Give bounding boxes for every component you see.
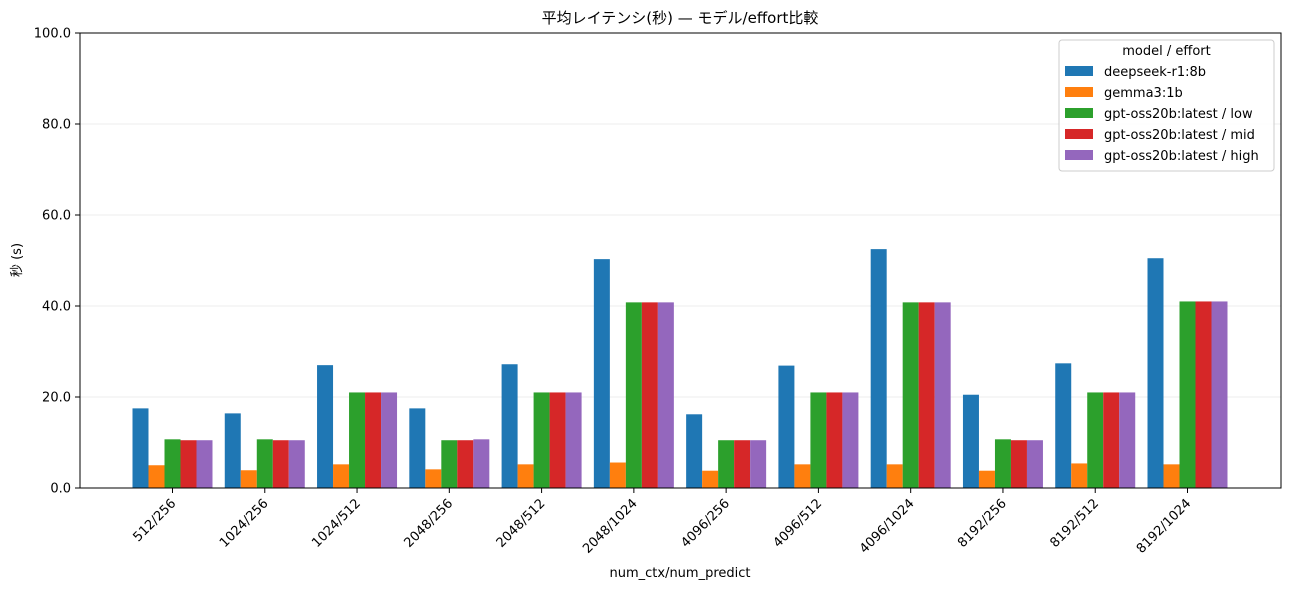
bar [180,440,197,488]
legend-title: model / effort [1122,44,1210,59]
bar [810,392,827,488]
x-tick-label: 8192/1024 [1134,496,1195,557]
bar [349,392,366,488]
bar [994,439,1011,488]
bar [164,439,181,488]
bar [826,392,843,488]
bar [425,469,442,488]
bar [750,440,767,488]
x-tick-label: 512/256 [131,496,180,545]
bar [256,439,273,488]
y-tick-label: 100.0 [34,27,71,42]
bar [778,365,795,488]
bar [1195,301,1212,488]
bar [441,440,458,488]
x-tick-label: 4096/1024 [857,496,918,557]
legend-swatch [1065,66,1093,76]
bar [918,302,935,488]
plot-frame [79,32,1282,489]
x-axis: 512/256 1024/256 1024/512 2048/256 2048/512 2… [131,488,1195,557]
bar [501,364,518,488]
bar [148,465,165,488]
bar [1211,301,1228,488]
bar [409,408,426,488]
x-tick-label: 2048/256 [402,496,457,551]
y-tick-label: 0.0 [50,482,71,497]
bar [1071,463,1088,488]
bar [473,439,490,488]
y-tick-label: 20.0 [42,391,71,406]
bar [1103,392,1120,488]
legend-swatch [1065,108,1093,118]
y-tick-label: 60.0 [42,209,71,224]
bar [549,392,566,488]
bar [1087,392,1104,488]
legend-box [1058,39,1275,172]
x-tick-label: 8192/512 [1047,496,1102,551]
legend: model / effort deepseek-r1:8b gemma3:1b gpt… [1058,39,1275,172]
legend-entry: deepseek-r1:8b [1104,65,1206,80]
legend-entry: gemma3:1b [1104,86,1183,101]
x-tick-label: 4096/256 [678,496,733,551]
bar [934,302,951,488]
x-tick-label: 2048/1024 [580,496,641,557]
bar [593,259,610,488]
y-tick-label: 40.0 [42,300,71,315]
bar [1119,392,1136,488]
bar [702,470,719,488]
y-axis-label: 秒 (s) [10,243,25,277]
bar [533,392,550,488]
legend-entry: gpt-oss20b:latest / mid [1104,128,1255,143]
bar [870,249,887,488]
x-tick-label: 1024/512 [309,496,364,551]
legend-swatch [1065,87,1093,97]
bar [365,392,382,488]
bar [734,440,751,488]
bar [1010,440,1027,488]
bar [842,392,859,488]
x-tick-label: 8192/256 [955,496,1010,551]
x-tick-label: 2048/512 [494,496,549,551]
bar [517,464,534,488]
bar [288,440,305,488]
bar [317,365,334,488]
bar [272,440,289,488]
bar [457,440,474,488]
bar [1179,301,1196,488]
bars [132,249,1228,488]
bar [686,414,703,488]
bar [978,470,995,488]
x-tick-label: 1024/256 [217,496,272,551]
bar [625,302,642,488]
bar [196,440,213,488]
bar [224,413,241,488]
legend-entry: gpt-oss20b:latest / high [1104,149,1259,164]
bar [240,470,257,488]
x-axis-label: num_ctx/num_predict [609,566,750,581]
bar [657,302,674,488]
bar [886,464,903,488]
x-tick-label: 4096/512 [771,496,826,551]
bar [962,394,979,488]
legend-swatch [1065,129,1093,139]
bar [1147,258,1164,488]
chart-title: 平均レイテンシ(秒) — モデル/effort比較 [542,9,819,27]
y-axis: 0.0 20.0 40.0 60.0 80.0 100.0 [34,27,80,497]
y-tick-label: 80.0 [42,118,71,133]
legend-entry: gpt-oss20b:latest / low [1104,107,1253,122]
bar [902,302,919,488]
bar [1163,464,1180,488]
bar [1055,363,1072,488]
bar [609,462,626,488]
bar [333,464,350,488]
bar [565,392,582,488]
bar [641,302,658,488]
bar [1026,440,1043,488]
bar [718,440,735,488]
bar [381,392,398,488]
legend-swatch [1065,150,1093,160]
bar [794,464,811,488]
bar [132,408,149,488]
